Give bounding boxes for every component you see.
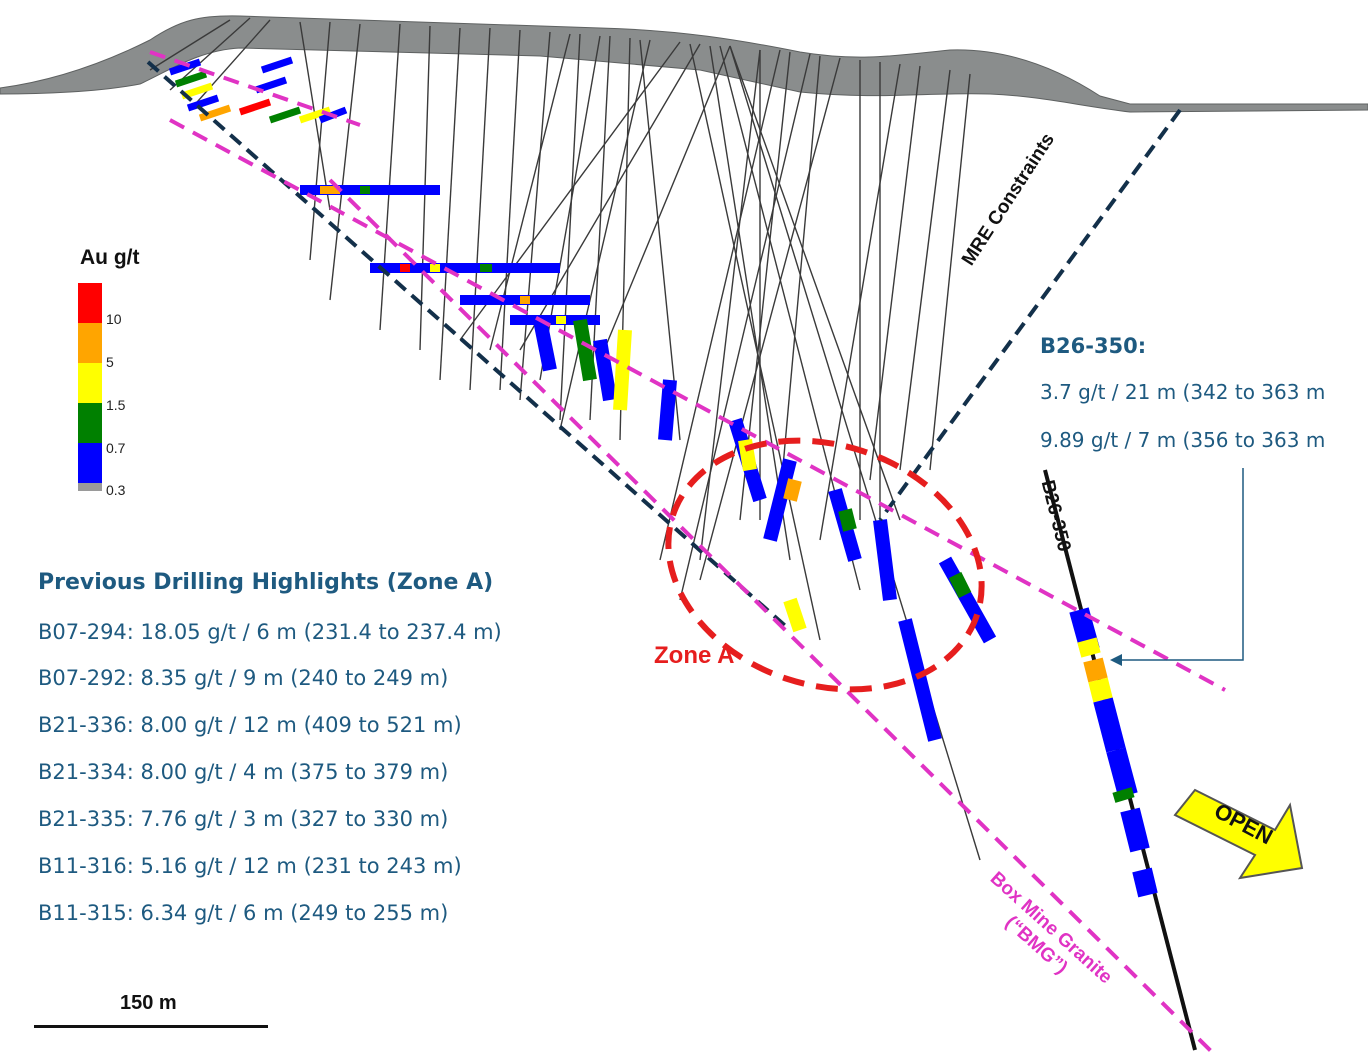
legend-label: 0.7 [106,440,126,456]
highlights-title: Previous Drilling Highlights (Zone A) [38,570,494,595]
highlight-line: B21-334: 8.00 g/t / 4 m (375 to 379 m) [38,760,449,784]
highlight-line: B21-336: 8.00 g/t / 12 m (409 to 521 m) [38,713,462,737]
callout-arrowhead [1110,654,1122,666]
granite-contact-lines [149,50,1226,1057]
callout-leader [1118,468,1244,661]
assay-intervals [168,56,1158,898]
legend-swatch-5 [78,323,102,363]
highlight-line: B11-316: 5.16 g/t / 12 m (231 to 243 m) [38,854,462,878]
zone-a-outline [665,437,985,693]
open-arrow [1173,788,1304,880]
callout-line: 3.7 g/t / 21 m (342 to 363 m [1040,380,1326,404]
legend-label: 10 [106,311,122,327]
mre-constraint-lines [146,60,1182,632]
legend-label: 0.3 [106,482,126,498]
scale-bar [34,1025,268,1028]
legend-label: 5 [106,354,114,370]
callout-title: B26-350: [1040,334,1147,358]
legend-swatch-1-5 [78,363,102,403]
highlight-line: B21-335: 7.76 g/t / 3 m (327 to 330 m) [38,807,449,831]
legend-swatch-0-3 [78,443,102,483]
legend-swatch-below [78,483,102,491]
legend-swatch-0-7 [78,403,102,443]
legend-swatch-10 [78,283,102,323]
highlight-line: B07-292: 8.35 g/t / 9 m (240 to 249 m) [38,666,449,690]
legend-title: Au g/t [80,246,140,269]
grade-legend [78,283,102,491]
highlight-line: B07-294: 18.05 g/t / 6 m (231.4 to 237.4… [38,620,502,644]
drill-hole-traces [149,17,981,861]
scale-label: 150 m [120,992,177,1014]
topography-surface [0,15,1368,113]
legend-label: 1.5 [106,397,126,413]
zone-a-label: Zone A [654,642,735,669]
callout-line: 9.89 g/t / 7 m (356 to 363 m [1040,428,1326,452]
highlight-line: B11-315: 6.34 g/t / 6 m (249 to 255 m) [38,901,449,925]
